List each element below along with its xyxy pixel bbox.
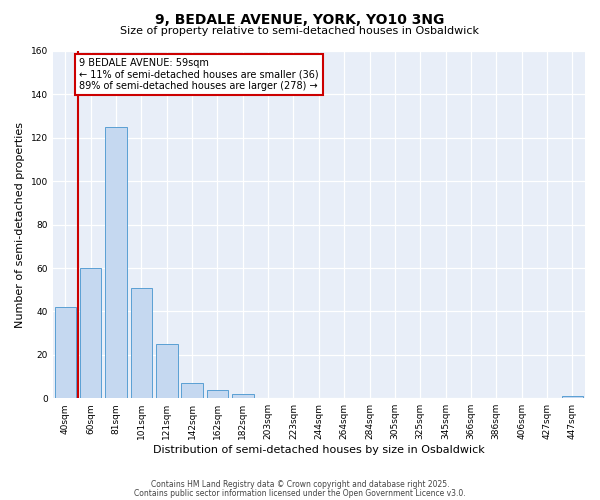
Text: Size of property relative to semi-detached houses in Osbaldwick: Size of property relative to semi-detach…	[121, 26, 479, 36]
Y-axis label: Number of semi-detached properties: Number of semi-detached properties	[15, 122, 25, 328]
Bar	[156, 344, 178, 398]
Bar	[206, 390, 228, 398]
Text: Contains public sector information licensed under the Open Government Licence v3: Contains public sector information licen…	[134, 488, 466, 498]
Bar	[181, 383, 203, 398]
Bar	[131, 288, 152, 398]
Bar	[232, 394, 254, 398]
Bar	[80, 268, 101, 398]
Bar	[55, 307, 76, 398]
Text: 9 BEDALE AVENUE: 59sqm
← 11% of semi-detached houses are smaller (36)
89% of sem: 9 BEDALE AVENUE: 59sqm ← 11% of semi-det…	[79, 58, 319, 90]
X-axis label: Distribution of semi-detached houses by size in Osbaldwick: Distribution of semi-detached houses by …	[153, 445, 485, 455]
Bar	[105, 127, 127, 398]
Text: 9, BEDALE AVENUE, YORK, YO10 3NG: 9, BEDALE AVENUE, YORK, YO10 3NG	[155, 12, 445, 26]
Text: Contains HM Land Registry data © Crown copyright and database right 2025.: Contains HM Land Registry data © Crown c…	[151, 480, 449, 489]
Bar	[562, 396, 583, 398]
